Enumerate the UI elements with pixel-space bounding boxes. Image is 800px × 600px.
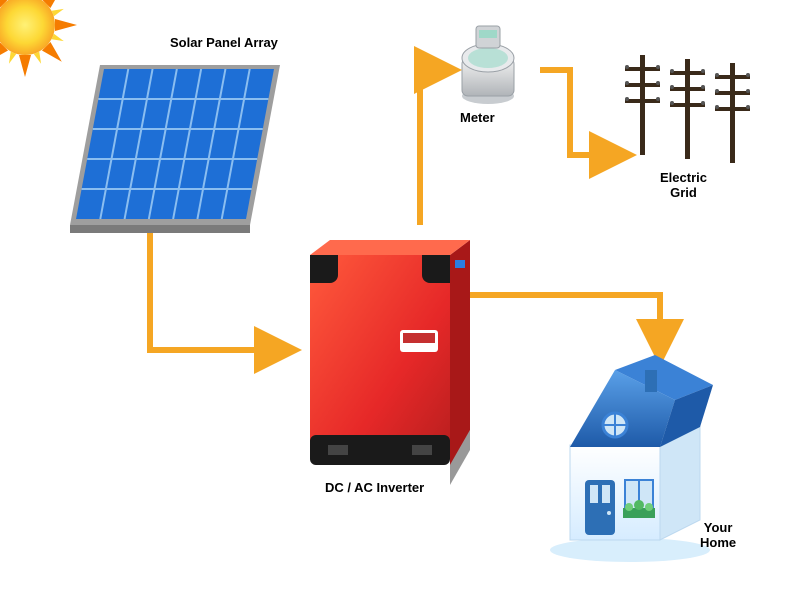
sun-icon — [0, 0, 77, 77]
inverter-icon — [310, 240, 470, 485]
meter-icon — [462, 26, 514, 104]
label-grid: Electric Grid — [660, 170, 707, 200]
electric-grid-icon — [625, 55, 750, 163]
arrow-panel-to-inverter — [150, 230, 290, 350]
label-solar-panel: Solar Panel Array — [170, 35, 278, 50]
solar-panel-icon — [70, 65, 280, 233]
label-inverter: DC / AC Inverter — [325, 480, 424, 495]
arrow-inverter-to-home — [470, 295, 660, 355]
label-meter: Meter — [460, 110, 495, 125]
label-home: Your Home — [700, 520, 736, 550]
arrow-meter-to-grid — [540, 70, 625, 155]
house-icon — [550, 355, 713, 562]
solar-diagram — [0, 0, 800, 600]
arrow-inverter-to-meter — [420, 70, 450, 225]
